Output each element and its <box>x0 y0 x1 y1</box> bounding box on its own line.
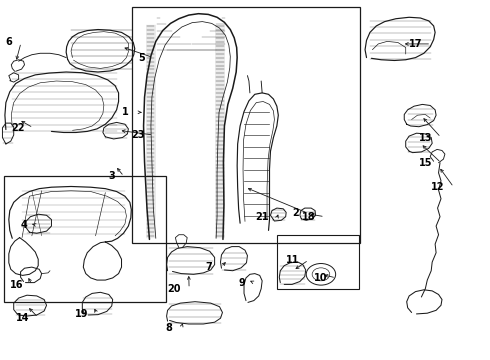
Text: 16: 16 <box>10 280 24 290</box>
Text: 8: 8 <box>166 323 172 333</box>
Text: 7: 7 <box>205 262 212 272</box>
Text: 5: 5 <box>138 53 145 63</box>
Text: 6: 6 <box>5 37 12 48</box>
Text: 10: 10 <box>314 273 327 283</box>
Text: 12: 12 <box>431 182 445 192</box>
Text: 3: 3 <box>108 171 115 181</box>
Bar <box>132 7 360 243</box>
Text: 14: 14 <box>16 312 29 323</box>
Text: 21: 21 <box>255 212 269 222</box>
Text: 1: 1 <box>122 107 129 117</box>
Text: 18: 18 <box>302 212 316 222</box>
Text: 20: 20 <box>167 284 180 294</box>
Text: 23: 23 <box>131 130 145 140</box>
Text: 4: 4 <box>20 220 27 230</box>
Text: 15: 15 <box>418 158 432 168</box>
Text: 11: 11 <box>286 255 300 265</box>
Text: 22: 22 <box>11 123 24 133</box>
Text: 19: 19 <box>74 309 88 319</box>
Text: 13: 13 <box>418 132 432 143</box>
Text: 17: 17 <box>409 39 422 49</box>
Bar <box>277 235 359 289</box>
Text: 2: 2 <box>292 208 299 218</box>
Bar <box>4 176 166 302</box>
Text: 9: 9 <box>238 278 245 288</box>
